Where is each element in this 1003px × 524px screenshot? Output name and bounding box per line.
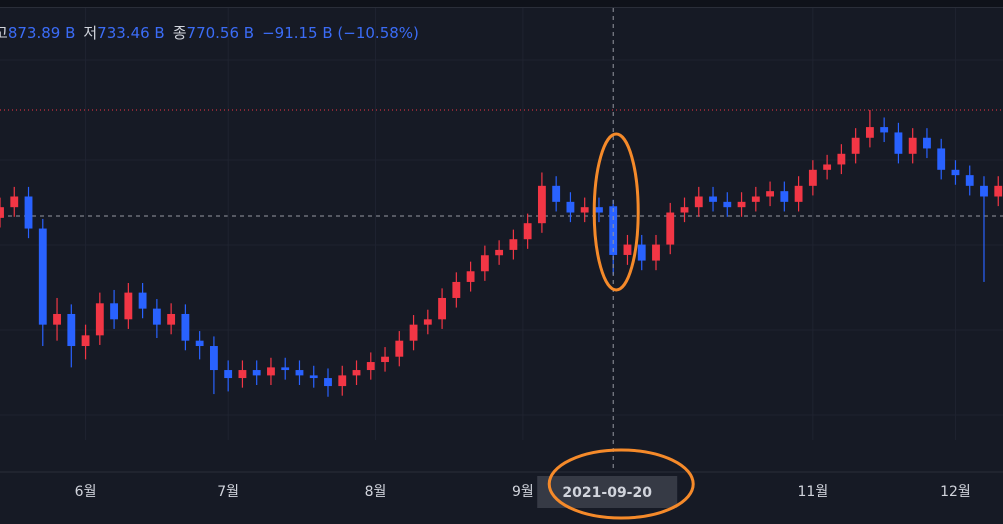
- candle-body: [766, 191, 774, 197]
- candle-body: [923, 137, 931, 149]
- candle-body: [423, 319, 432, 325]
- candle-body: [10, 196, 19, 208]
- x-tick-label: 8월: [365, 484, 387, 500]
- x-tick-label: 12월: [940, 484, 971, 500]
- candle-body: [452, 281, 461, 298]
- candle-body: [366, 362, 375, 371]
- candle-body: [523, 223, 532, 240]
- ohlc-legend: 고873.89 B 저733.46 B 종770.56 B −91.15 B (−10…: [0, 22, 427, 43]
- candle-body: [124, 292, 133, 320]
- candle-body: [295, 370, 304, 376]
- top-bar: [0, 0, 1003, 8]
- candle-body: [880, 127, 889, 133]
- candle-body: [252, 370, 261, 376]
- candle-body: [309, 375, 318, 379]
- candle-body: [951, 169, 960, 176]
- candle-body: [780, 191, 789, 202]
- candle-body: [480, 255, 489, 272]
- candle-body: [67, 313, 76, 347]
- candle-body: [338, 375, 347, 387]
- candle-body: [623, 244, 632, 255]
- legend-value: 733.46 B: [97, 24, 165, 42]
- candle-body: [580, 207, 589, 213]
- candle-body: [395, 340, 404, 357]
- candle-body: [937, 148, 946, 170]
- candle-body: [381, 356, 389, 363]
- candle-body: [24, 196, 33, 229]
- x-tick-label: 9월: [512, 484, 534, 500]
- x-tick-label: 6월: [75, 484, 97, 500]
- candle-body: [152, 308, 161, 325]
- candle-body: [324, 378, 332, 387]
- candle-body: [352, 370, 361, 376]
- candle-body: [865, 127, 874, 138]
- candle-body: [110, 303, 119, 320]
- legend-label: 종: [172, 24, 187, 42]
- candle-body: [680, 207, 689, 213]
- candle-body: [209, 346, 218, 371]
- candle-body: [181, 313, 190, 341]
- candle-body: [138, 292, 147, 309]
- candle-body: [53, 313, 61, 325]
- legend-value: 873.89 B: [7, 24, 76, 42]
- candle-body: [267, 367, 275, 376]
- candle-body: [95, 303, 104, 336]
- legend-label: 고: [0, 24, 8, 42]
- candle-body: [224, 370, 233, 379]
- highlight-ellipse: [592, 132, 640, 292]
- candle-body: [537, 185, 546, 224]
- candle-body: [509, 239, 518, 250]
- candle-body: [666, 212, 675, 245]
- candle-body: [723, 201, 732, 208]
- candle-body: [794, 185, 803, 202]
- candle-body: [238, 370, 247, 379]
- legend-value: 770.56 B: [186, 24, 255, 42]
- candle-body: [167, 313, 176, 325]
- candle-body: [595, 207, 603, 213]
- candle-body: [409, 324, 418, 341]
- candle-body: [837, 153, 846, 165]
- candle-body: [652, 244, 660, 261]
- candle-body: [694, 196, 703, 208]
- candle-body: [894, 132, 903, 154]
- candle-body: [81, 335, 90, 347]
- highlight-ellipse: [547, 448, 695, 520]
- legend-change: −91.15 B (−10.58%): [262, 24, 419, 42]
- candle-body: [965, 175, 974, 186]
- candle-body: [466, 271, 475, 282]
- crosshair-date: 2021-09-20: [562, 485, 652, 501]
- x-tick-label: 7월: [217, 484, 239, 500]
- candle-body: [637, 244, 646, 261]
- candle-body: [908, 137, 917, 154]
- candle-body: [552, 185, 561, 202]
- candle-body: [851, 137, 860, 154]
- candle-body: [0, 207, 4, 218]
- candle-body: [438, 297, 447, 320]
- x-tick-label: 11월: [798, 484, 829, 500]
- candle-body: [751, 196, 760, 202]
- legend-label: 저: [83, 24, 98, 42]
- candle-body: [737, 201, 746, 208]
- candle-body: [823, 164, 832, 170]
- candle-body: [495, 249, 504, 256]
- candle-body: [195, 340, 204, 347]
- candle-body: [709, 196, 717, 202]
- candle-body: [808, 169, 817, 186]
- candle-body: [609, 206, 618, 255]
- candle-body: [980, 185, 988, 197]
- candle-body: [566, 201, 575, 213]
- candle-body: [38, 228, 47, 325]
- candle-body: [281, 367, 290, 371]
- candle-body: [994, 185, 1003, 197]
